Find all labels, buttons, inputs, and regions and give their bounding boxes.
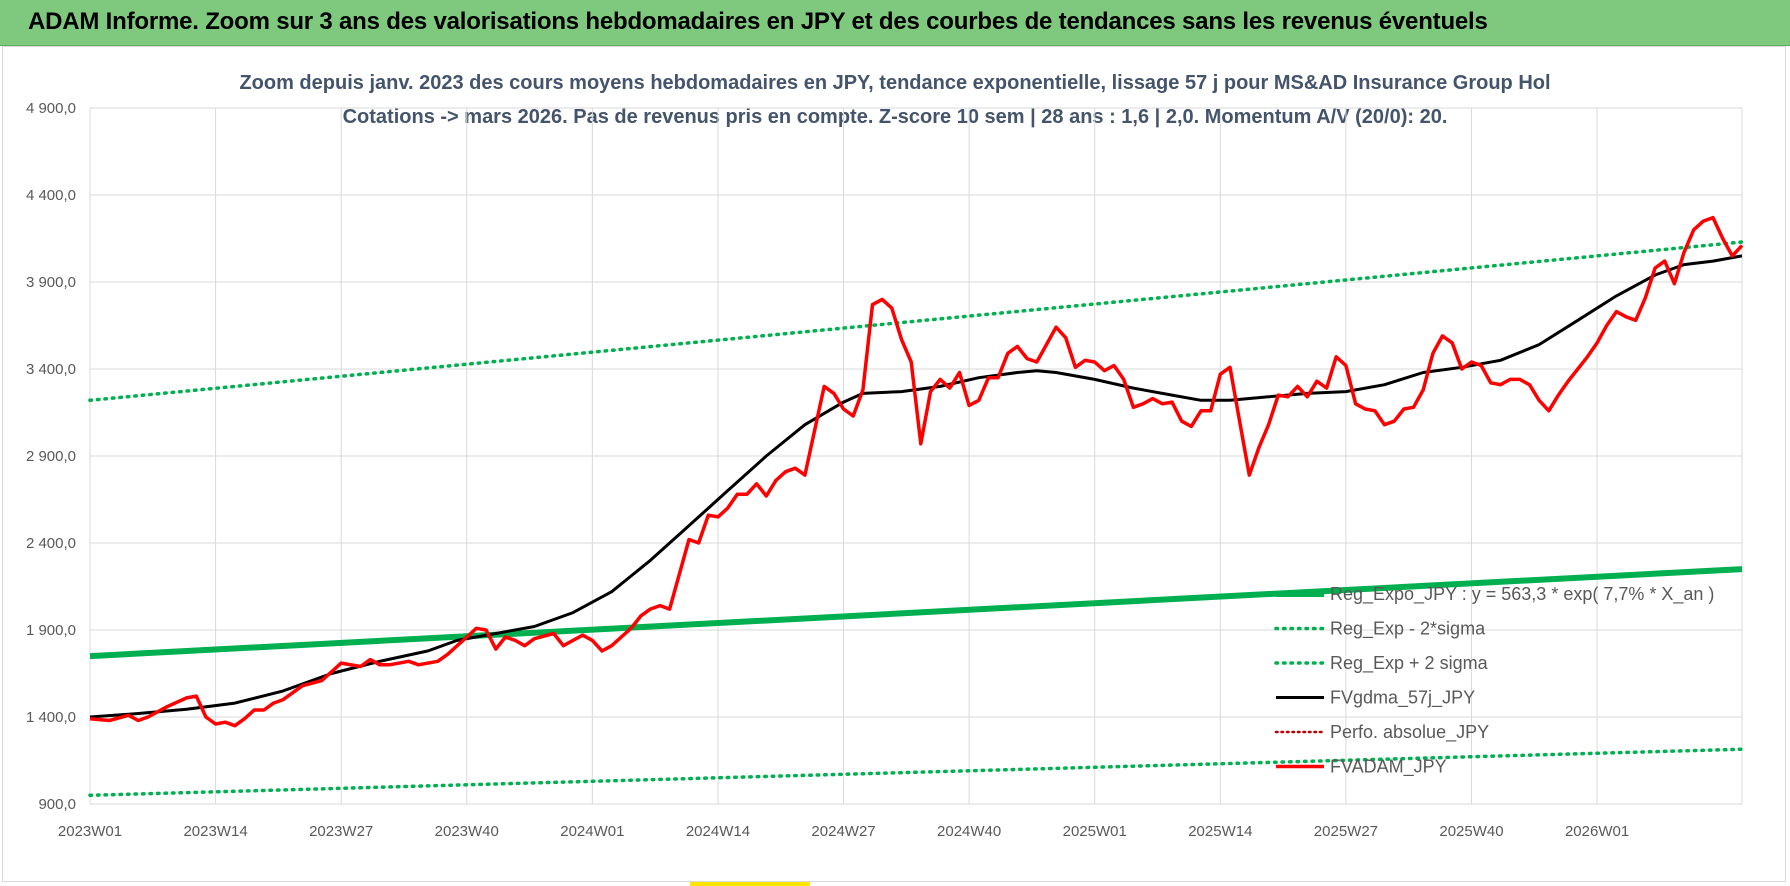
legend-label-minus2: Reg_Exp - 2*sigma: [1330, 619, 1486, 640]
legend-label-fvadam: FVADAM_JPY: [1330, 757, 1447, 778]
chart-title-line2: Cotations -> mars 2026. Pas de revenus p…: [342, 106, 1448, 128]
x-tick-label: 2024W01: [560, 823, 624, 840]
x-tick-label: 2024W27: [811, 823, 875, 840]
legend-label-reg_expo: Reg_Expo_JPY : y = 563,3 * exp( 7,7% * X…: [1330, 584, 1714, 605]
y-axis: 900,0 1 400,0 1 900,0 2 400,0 2 900,0 3 400,0…: [26, 100, 76, 813]
legend-label-plus2: Reg_Exp + 2 sigma: [1330, 653, 1489, 674]
y-tick-label: 1 900,0: [26, 622, 76, 639]
series-layer: [88, 215, 1744, 798]
chart-frame: [2, 46, 1786, 882]
bottom-accent-bar: [690, 882, 810, 886]
x-axis: 2023W01 2023W14 2023W27 2023W40 2024W01 2024W…: [58, 823, 1629, 840]
y-tick-label: 3 900,0: [26, 274, 76, 291]
x-tick-label: 2024W40: [937, 823, 1001, 840]
y-tick-label: 4 400,0: [26, 187, 76, 204]
y-tick-label: 2 400,0: [26, 535, 76, 552]
y-tick-label: 1 400,0: [26, 709, 76, 726]
x-tick-label: 2023W27: [309, 823, 373, 840]
series-line-plus2: [88, 240, 1744, 403]
x-tick-label: 2026W01: [1565, 823, 1629, 840]
y-tick-label: 2 900,0: [26, 448, 76, 465]
series-line-minus2: [88, 747, 1744, 798]
x-tick-label: 2025W14: [1188, 823, 1252, 840]
x-tick-label: 2025W01: [1063, 823, 1127, 840]
series-line-reg_expo: [89, 566, 1743, 660]
y-tick-label: 3 400,0: [26, 361, 76, 378]
y-tick-label: 4 900,0: [26, 100, 76, 117]
x-tick-label: 2025W40: [1439, 823, 1503, 840]
x-tick-label: 2023W40: [435, 823, 499, 840]
title-banner: ADAM Informe. Zoom sur 3 ans des valoris…: [0, 0, 1790, 46]
series-line-fvadam: [89, 215, 1744, 728]
chart-title-line1: Zoom depuis janv. 2023 des cours moyens …: [239, 72, 1551, 94]
grid: [89, 107, 1743, 805]
legend-label-perfo: Perfo. absolue_JPY: [1330, 722, 1489, 743]
legend-label-fvgdma: FVgdma_57j_JPY: [1330, 688, 1475, 709]
x-tick-label: 2023W14: [183, 823, 247, 840]
x-tick-label: 2023W01: [58, 823, 122, 840]
x-tick-label: 2024W14: [686, 823, 750, 840]
page-title: ADAM Informe. Zoom sur 3 ans des valoris…: [28, 8, 1488, 35]
legend: Reg_Expo_JPY : y = 563,3 * exp( 7,7% * X…: [1274, 584, 1714, 778]
y-tick-label: 900,0: [38, 796, 76, 813]
series-line-fvgdma: [89, 254, 1743, 719]
x-tick-label: 2025W27: [1314, 823, 1378, 840]
